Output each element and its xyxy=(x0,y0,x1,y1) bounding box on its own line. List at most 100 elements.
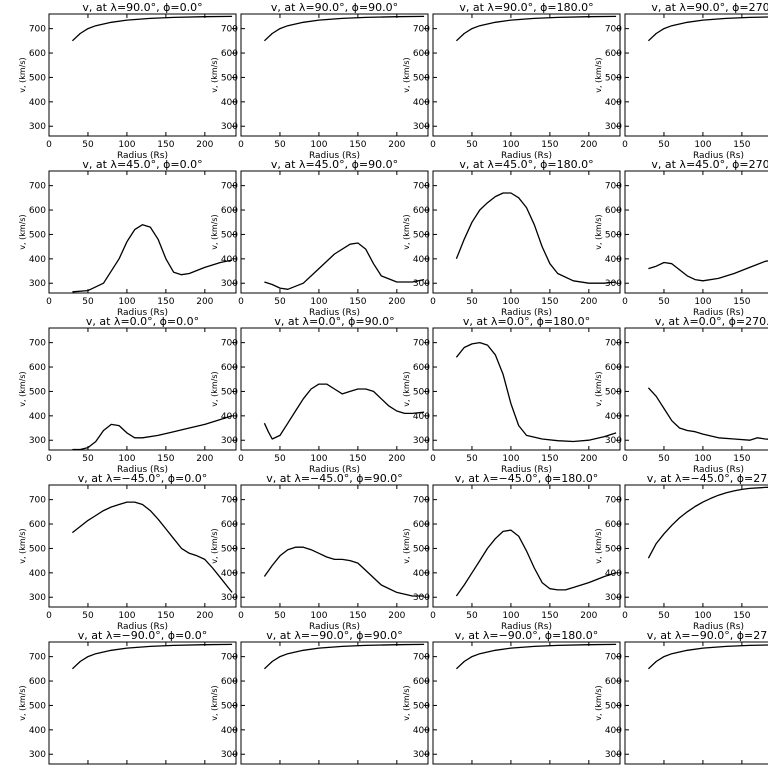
x-tick-label: 200 xyxy=(580,297,597,307)
y-axis-label: v, (km/s) xyxy=(594,371,603,406)
y-axis-label: v, (km/s) xyxy=(18,214,27,249)
y-tick-label: 600 xyxy=(605,520,622,530)
x-tick-label: 50 xyxy=(82,611,94,621)
y-tick-label: 600 xyxy=(221,363,238,373)
x-tick-label: 50 xyxy=(466,297,478,307)
panel-title: v, at λ=45.0°, ϕ=90.0° xyxy=(271,158,398,171)
x-tick-label: 100 xyxy=(310,454,327,464)
y-tick-label: 700 xyxy=(221,339,238,349)
y-tick-label: 300 xyxy=(221,436,238,446)
y-tick-label: 500 xyxy=(413,73,430,83)
y-tick-label: 300 xyxy=(29,436,46,446)
y-tick-label: 300 xyxy=(413,750,430,760)
panel-4-3: v, at λ=−45.0°, ϕ=180.0° 0 50 100 150 200 300 4… xyxy=(402,472,621,632)
x-tick-label: 50 xyxy=(466,611,478,621)
panel-title: v, at λ=45.0°, ϕ=180.0° xyxy=(459,158,593,171)
series-line xyxy=(648,260,768,282)
series-line xyxy=(647,486,768,559)
x-axis-label: Radius (Rs) xyxy=(117,622,168,632)
panel-title: v, at λ=−45.0°, ϕ=90.0° xyxy=(266,472,402,485)
panel-title: v, at λ=45.0°, ϕ=270.0° xyxy=(651,158,768,171)
y-tick-label: 500 xyxy=(605,73,622,83)
x-tick-label: 0 xyxy=(622,140,628,150)
y-tick-label: 300 xyxy=(413,122,430,132)
panel-1-4: v, at λ=90.0°, ϕ=270.0°05010015020030040… xyxy=(594,1,768,161)
x-tick-label: 0 xyxy=(622,611,628,621)
x-tick-label: 150 xyxy=(157,454,174,464)
x-axis-label: Radius (Rs) xyxy=(693,308,744,318)
panel-4-1: v, at λ=−45.0°, ϕ=0.0° 0 50 100 150 200 300 400… xyxy=(18,472,237,632)
series-line xyxy=(455,15,617,42)
y-tick-label: 400 xyxy=(29,412,46,422)
x-axis-label: Radius (Rs) xyxy=(117,151,168,161)
panel-3-4: v, at λ=0.0°, ϕ=270.0°050100150200300400… xyxy=(594,315,768,475)
y-tick-label: 700 xyxy=(605,496,622,506)
series-line xyxy=(264,242,425,290)
x-tick-label: 0 xyxy=(46,611,52,621)
panel-5-4: v, at λ=−90.0°, ϕ=270.0°0501001502003004… xyxy=(594,629,768,765)
y-tick-label: 300 xyxy=(29,750,46,760)
y-tick-label: 300 xyxy=(413,593,430,603)
x-tick-label: 100 xyxy=(118,140,135,150)
x-axis-label: Radius (Rs) xyxy=(693,622,744,632)
series-line xyxy=(647,644,768,670)
x-axis-label: Radius (Rs) xyxy=(309,151,360,161)
y-axis-label: v, (km/s) xyxy=(18,528,27,563)
y-tick-label: 700 xyxy=(29,182,46,192)
y-tick-label: 700 xyxy=(221,496,238,506)
panel-title: v, at λ=90.0°, ϕ=180.0° xyxy=(459,1,593,14)
panel-2-2: v, at λ=45.0°, ϕ=90.0° 0 50 100 150 200 300 400… xyxy=(210,158,429,318)
plot-frame xyxy=(432,327,621,451)
y-tick-label: 700 xyxy=(605,182,622,192)
x-tick-label: 100 xyxy=(502,140,519,150)
x-tick-label: 200 xyxy=(580,140,597,150)
y-tick-label: 600 xyxy=(413,677,430,687)
y-axis-label: v, (km/s) xyxy=(594,57,603,92)
y-axis-label: v, (km/s) xyxy=(18,371,27,406)
x-tick-label: 0 xyxy=(238,454,244,464)
x-tick-label: 50 xyxy=(658,297,670,307)
y-tick-label: 700 xyxy=(221,653,238,663)
y-tick-label: 300 xyxy=(221,750,238,760)
y-tick-label: 700 xyxy=(221,25,238,35)
panel-title: v, at λ=90.0°, ϕ=90.0° xyxy=(271,1,398,14)
x-tick-label: 150 xyxy=(733,611,750,621)
panel-4-4: v, at λ=−45.0°, ϕ=270.0°0501001502003004… xyxy=(594,472,768,632)
y-axis-label: v, (km/s) xyxy=(594,528,603,563)
y-tick-label: 600 xyxy=(29,363,46,373)
series-line xyxy=(455,529,617,597)
panel-title: v, at λ=0.0°, ϕ=0.0° xyxy=(86,315,199,328)
plot-frame xyxy=(624,327,768,451)
panel-title: v, at λ=−90.0°, ϕ=0.0° xyxy=(78,629,207,642)
series-line xyxy=(455,341,617,443)
x-tick-label: 100 xyxy=(502,454,519,464)
plot-frame xyxy=(48,327,237,451)
y-tick-label: 500 xyxy=(29,701,46,711)
x-tick-label: 100 xyxy=(118,297,135,307)
panel-title: v, at λ=0.0°, ϕ=180.0° xyxy=(463,315,590,328)
x-tick-label: 0 xyxy=(430,454,436,464)
y-tick-label: 500 xyxy=(29,230,46,240)
x-tick-label: 0 xyxy=(430,297,436,307)
x-tick-label: 100 xyxy=(694,454,711,464)
plot-frame xyxy=(432,170,621,294)
x-tick-label: 150 xyxy=(157,611,174,621)
x-tick-label: 200 xyxy=(196,611,213,621)
y-tick-label: 700 xyxy=(29,25,46,35)
y-axis-label: v, (km/s) xyxy=(18,57,27,92)
y-tick-label: 400 xyxy=(221,412,238,422)
y-tick-label: 700 xyxy=(413,339,430,349)
y-tick-label: 600 xyxy=(29,677,46,687)
y-tick-label: 600 xyxy=(221,206,238,216)
plot-frame xyxy=(240,13,429,137)
y-tick-label: 600 xyxy=(413,520,430,530)
y-tick-label: 500 xyxy=(221,387,238,397)
y-tick-label: 700 xyxy=(29,653,46,663)
y-tick-label: 300 xyxy=(413,279,430,289)
y-tick-label: 500 xyxy=(413,701,430,711)
x-axis-label: Radius (Rs) xyxy=(501,622,552,632)
y-tick-label: 700 xyxy=(413,25,430,35)
plot-frame xyxy=(48,13,237,137)
x-tick-label: 100 xyxy=(502,611,519,621)
y-tick-label: 400 xyxy=(221,255,238,265)
